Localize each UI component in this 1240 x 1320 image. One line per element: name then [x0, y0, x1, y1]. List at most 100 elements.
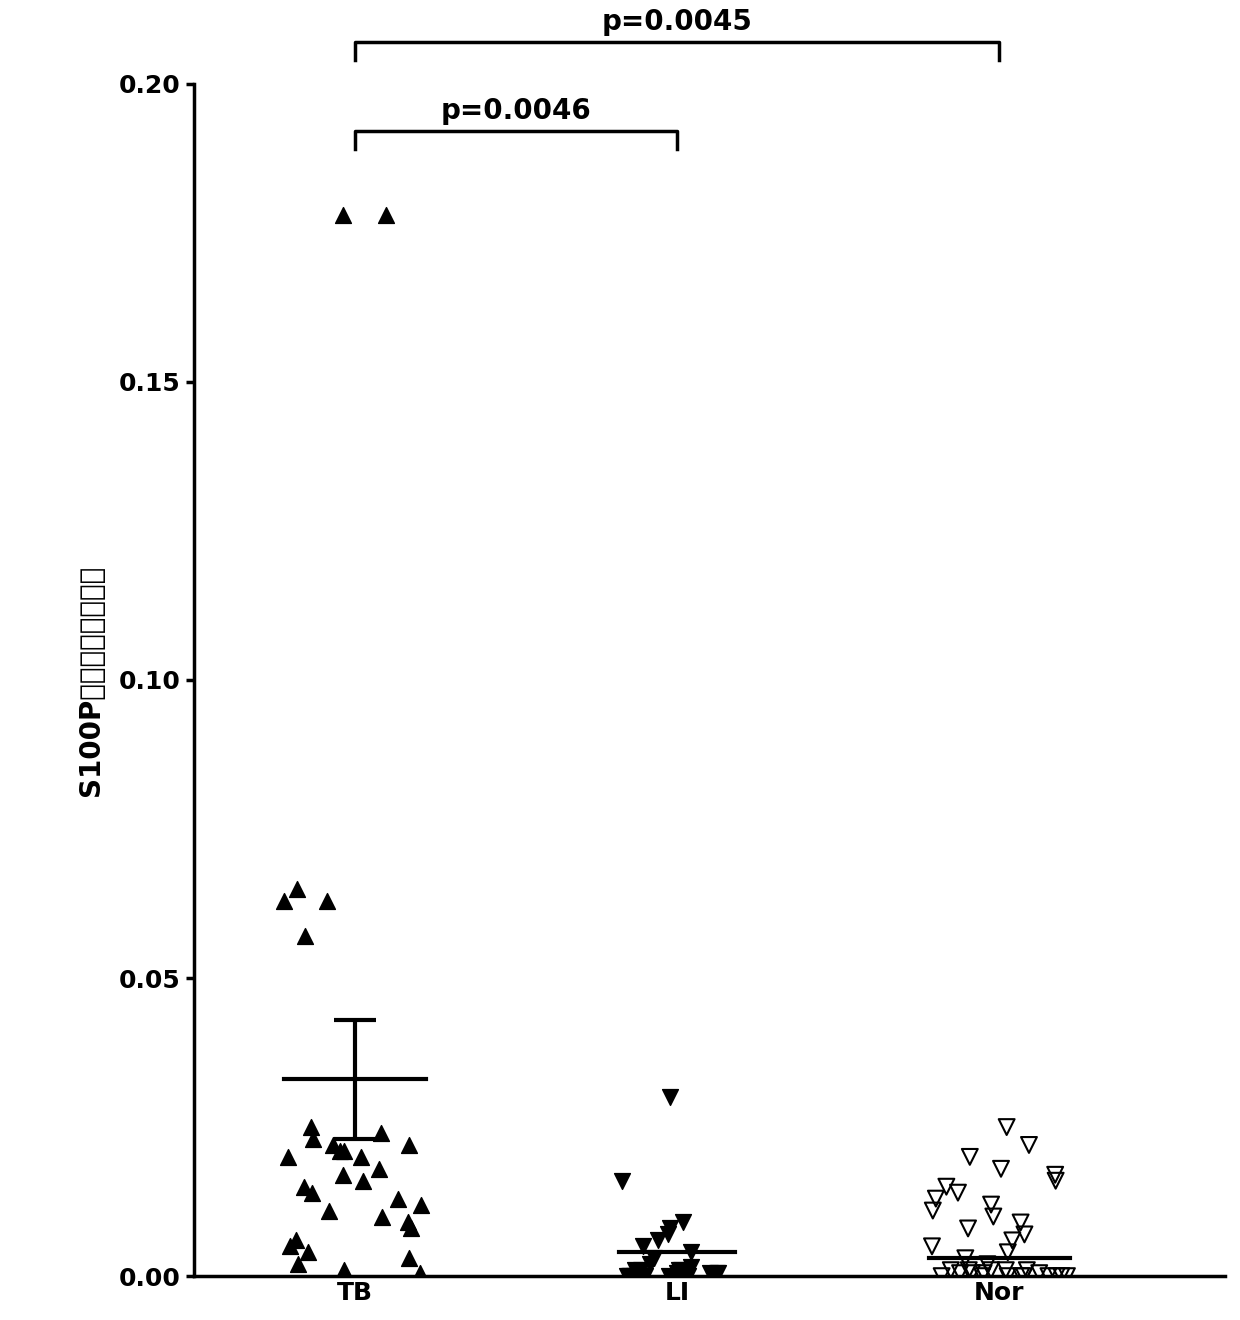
Point: [667, 1263, 687, 1284]
Point: [955, 1247, 975, 1269]
Point: [286, 1230, 306, 1251]
Point: [949, 1183, 968, 1204]
Point: [372, 1122, 392, 1143]
Point: [294, 1176, 314, 1197]
Point: [304, 1129, 324, 1150]
Point: [671, 1259, 691, 1280]
Point: [668, 1266, 688, 1287]
Text: p=0.0045: p=0.0045: [601, 8, 753, 36]
Point: [399, 1247, 419, 1269]
Point: [410, 1263, 430, 1284]
Point: [1002, 1230, 1022, 1251]
Point: [353, 1171, 373, 1192]
Point: [701, 1263, 720, 1284]
Point: [977, 1254, 997, 1275]
Point: [644, 1247, 663, 1269]
Point: [1039, 1266, 1059, 1287]
Point: [334, 1164, 353, 1185]
Point: [981, 1195, 1001, 1216]
Point: [972, 1266, 992, 1287]
Point: [334, 1259, 353, 1280]
Point: [398, 1212, 418, 1233]
Point: [377, 205, 397, 226]
Point: [388, 1188, 408, 1209]
Point: [1047, 1266, 1066, 1287]
Point: [1014, 1266, 1034, 1287]
Point: [996, 1259, 1016, 1280]
Point: [997, 1117, 1017, 1138]
Point: [981, 1259, 1001, 1280]
Point: [1029, 1263, 1049, 1284]
Point: [658, 1224, 678, 1245]
Point: [399, 1134, 419, 1155]
Point: [624, 1266, 644, 1287]
Point: [1052, 1266, 1071, 1287]
Point: [962, 1263, 982, 1284]
Point: [288, 1254, 308, 1275]
Point: [274, 890, 294, 911]
Point: [708, 1263, 728, 1284]
Point: [619, 1266, 639, 1287]
Point: [658, 1266, 678, 1287]
Point: [926, 1188, 946, 1209]
Point: [280, 1236, 300, 1257]
Point: [618, 1266, 637, 1287]
Point: [1045, 1171, 1065, 1192]
Point: [295, 925, 315, 946]
Point: [660, 1218, 680, 1239]
Point: [923, 1200, 942, 1221]
Point: [636, 1266, 656, 1287]
Point: [401, 1218, 420, 1239]
Point: [620, 1266, 640, 1287]
Point: [959, 1218, 978, 1239]
Point: [351, 1146, 371, 1167]
Point: [334, 1140, 353, 1162]
Point: [1045, 1164, 1065, 1185]
Point: [303, 1183, 322, 1204]
Point: [1017, 1259, 1037, 1280]
Point: [973, 1263, 993, 1284]
Point: [331, 1140, 351, 1162]
Point: [324, 1134, 343, 1155]
Point: [678, 1266, 698, 1287]
Point: [317, 890, 337, 911]
Point: [960, 1146, 980, 1167]
Point: [319, 1200, 339, 1221]
Point: [1056, 1266, 1076, 1287]
Point: [613, 1171, 632, 1192]
Point: [931, 1266, 951, 1287]
Point: [936, 1176, 956, 1197]
Point: [647, 1230, 667, 1251]
Point: [372, 1206, 392, 1228]
Point: [631, 1259, 651, 1280]
Point: [1011, 1212, 1030, 1233]
Point: [708, 1263, 728, 1284]
Point: [668, 1259, 688, 1280]
Point: [941, 1259, 961, 1280]
Point: [682, 1257, 702, 1278]
Point: [334, 205, 353, 226]
Point: [660, 1086, 680, 1107]
Point: [625, 1259, 645, 1280]
Point: [640, 1254, 660, 1275]
Point: [1014, 1224, 1034, 1245]
Point: [288, 878, 308, 899]
Point: [634, 1236, 653, 1257]
Point: [278, 1146, 298, 1167]
Point: [950, 1263, 970, 1284]
Point: [991, 1158, 1011, 1179]
Text: p=0.0046: p=0.0046: [440, 98, 591, 125]
Point: [1012, 1266, 1032, 1287]
Point: [299, 1242, 319, 1263]
Point: [300, 1117, 320, 1138]
Point: [959, 1259, 978, 1280]
Point: [998, 1266, 1018, 1287]
Point: [370, 1158, 389, 1179]
Point: [998, 1242, 1018, 1263]
Point: [983, 1206, 1003, 1228]
Point: [673, 1212, 693, 1233]
Y-axis label: S100P基因的相对表达量: S100P基因的相对表达量: [77, 564, 105, 796]
Point: [1019, 1134, 1039, 1155]
Point: [681, 1242, 701, 1263]
Point: [412, 1195, 432, 1216]
